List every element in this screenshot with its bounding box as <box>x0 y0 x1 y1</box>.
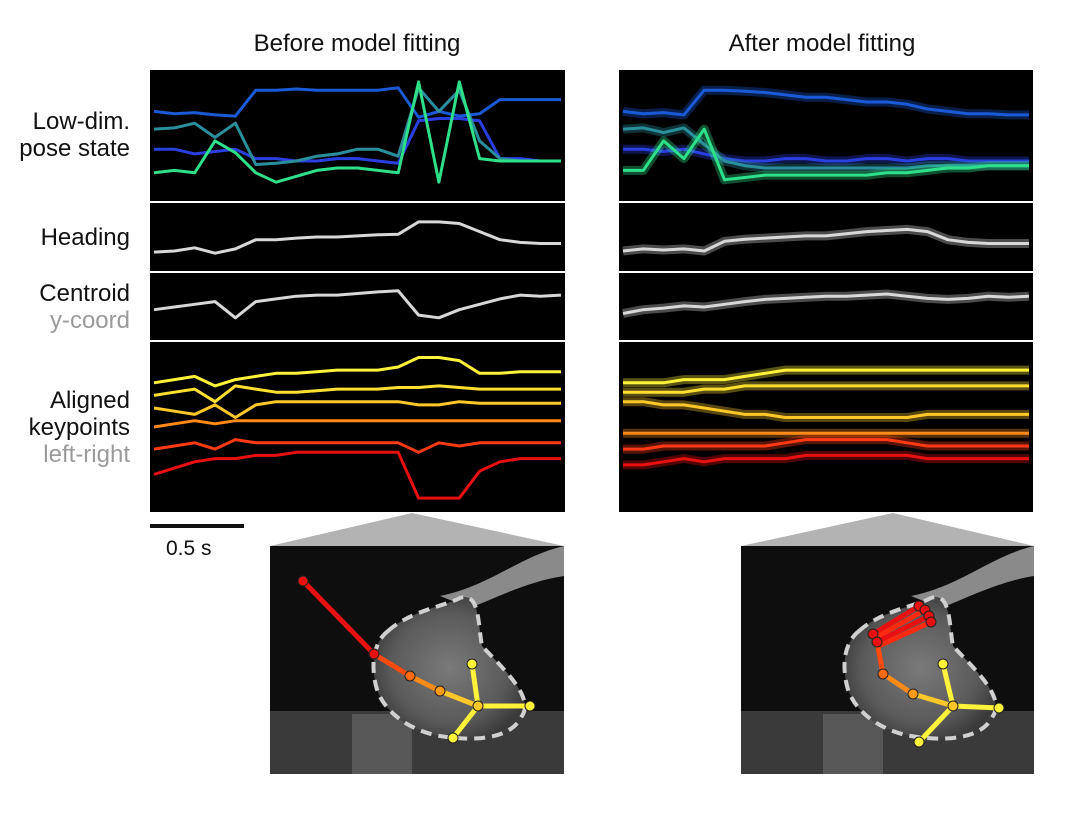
pose-series-4 <box>153 80 561 184</box>
arena-block <box>352 714 412 774</box>
scale-bar-label: 0.5 s <box>166 537 212 560</box>
keypoint-series-1 <box>623 368 1029 385</box>
keypoints-label-line1: Aligned <box>49 387 130 414</box>
keypoints-sublabel: left-right <box>43 441 130 468</box>
pose-label-line2: pose state <box>19 135 130 162</box>
keypoints-after <box>867 600 1005 748</box>
zoom-wedge-after <box>741 513 1034 546</box>
pose-series-3 <box>153 86 561 166</box>
keypoint-series-5 <box>623 438 1029 451</box>
arena-wall <box>911 546 1034 608</box>
frame-before-image <box>270 546 564 774</box>
pose-series-3 <box>622 126 1029 170</box>
keypoints-label-line2: keypoints <box>28 414 130 441</box>
chart-after <box>619 85 1033 470</box>
keypoint-series-6 <box>153 450 561 500</box>
arena-block <box>823 714 883 774</box>
title-after: After model fitting <box>728 30 916 57</box>
scale-bar <box>150 524 244 528</box>
skeleton-before <box>300 578 533 741</box>
heading-series <box>622 227 1029 253</box>
chart-before <box>150 80 565 500</box>
arena-wall <box>440 546 564 608</box>
frame-after <box>741 546 1034 774</box>
keypoint-series-1 <box>153 356 561 388</box>
row-label-heading: Heading <box>41 224 130 251</box>
pose-series-4 <box>623 127 1029 182</box>
panel-after <box>619 70 1033 512</box>
mask-outline <box>371 595 527 741</box>
zoom-wedge-before <box>270 513 564 546</box>
heading-series <box>153 220 561 255</box>
centroid-series <box>622 292 1030 315</box>
heading-label: Heading <box>40 224 130 251</box>
panel-before <box>150 70 565 512</box>
keypoint-series-5 <box>153 438 561 454</box>
pose-series-4-band <box>623 124 1029 185</box>
frame-before <box>270 546 564 774</box>
skeleton-after <box>870 603 1002 745</box>
mask-outline <box>842 595 998 741</box>
centroid-label: Centroid <box>39 280 130 307</box>
keypoint-series-3 <box>153 400 561 419</box>
keypoint-series-2 <box>153 384 561 404</box>
pose-label-line1: Low-dim. <box>32 108 130 135</box>
row-label-keypoints: Aligned keypoints left-right <box>29 387 130 468</box>
pose-series-1 <box>153 86 561 119</box>
keypoint-series-2 <box>623 384 1029 394</box>
mouse-body <box>373 597 525 739</box>
keypoint-series-4 <box>153 419 561 429</box>
pose-series-1 <box>622 88 1029 117</box>
centroid-sublabel: y-coord <box>49 307 130 334</box>
row-label-pose: Low-dim. pose state <box>19 108 130 162</box>
pose-series-2 <box>154 117 561 165</box>
row-label-centroid: Centroid y-coord <box>39 280 130 334</box>
keypoint-series-6 <box>623 453 1029 467</box>
keypoint-series-3 <box>623 400 1029 419</box>
title-before: Before model fitting <box>253 30 461 57</box>
pose-series-1-band <box>622 85 1029 120</box>
keypoints-before <box>297 575 536 744</box>
frame-after-image <box>741 546 1034 774</box>
centroid-series <box>153 289 562 320</box>
